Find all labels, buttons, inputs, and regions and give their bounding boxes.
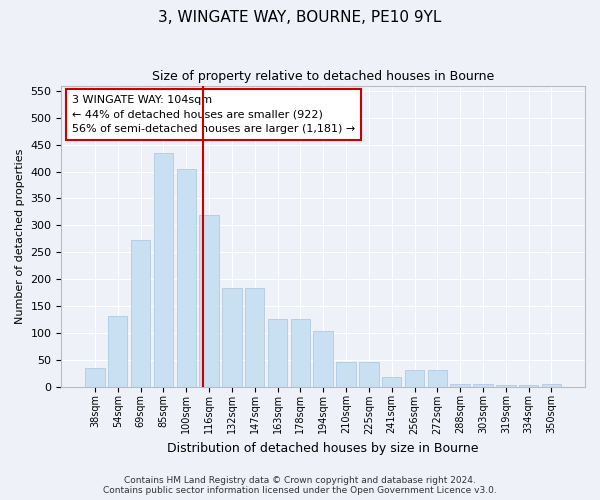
Bar bbox=[428, 370, 447, 386]
X-axis label: Distribution of detached houses by size in Bourne: Distribution of detached houses by size … bbox=[167, 442, 479, 455]
Bar bbox=[313, 331, 333, 386]
Bar bbox=[290, 320, 310, 386]
Bar bbox=[473, 384, 493, 386]
Bar bbox=[542, 384, 561, 386]
Y-axis label: Number of detached properties: Number of detached properties bbox=[15, 148, 25, 324]
Text: 3 WINGATE WAY: 104sqm
← 44% of detached houses are smaller (922)
56% of semi-det: 3 WINGATE WAY: 104sqm ← 44% of detached … bbox=[72, 94, 355, 134]
Title: Size of property relative to detached houses in Bourne: Size of property relative to detached ho… bbox=[152, 70, 494, 83]
Bar bbox=[199, 214, 219, 386]
Bar bbox=[108, 316, 127, 386]
Bar bbox=[405, 370, 424, 386]
Bar bbox=[268, 320, 287, 386]
Bar bbox=[131, 240, 150, 386]
Bar bbox=[222, 288, 242, 386]
Bar bbox=[154, 152, 173, 386]
Bar bbox=[451, 384, 470, 386]
Bar bbox=[359, 362, 379, 386]
Bar bbox=[382, 378, 401, 386]
Bar bbox=[176, 169, 196, 386]
Bar bbox=[337, 362, 356, 386]
Text: Contains HM Land Registry data © Crown copyright and database right 2024.
Contai: Contains HM Land Registry data © Crown c… bbox=[103, 476, 497, 495]
Bar bbox=[245, 288, 265, 386]
Text: 3, WINGATE WAY, BOURNE, PE10 9YL: 3, WINGATE WAY, BOURNE, PE10 9YL bbox=[158, 10, 442, 25]
Bar bbox=[85, 368, 104, 386]
